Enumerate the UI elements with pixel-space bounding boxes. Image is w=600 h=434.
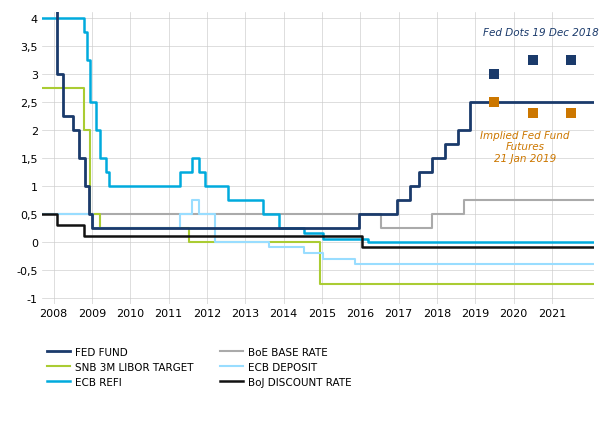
Point — [566, 110, 576, 117]
Point — [566, 57, 576, 64]
Point — [490, 71, 499, 78]
Point — [490, 99, 499, 106]
Legend: FED FUND, SNB 3M LIBOR TARGET, ECB REFI, BoE BASE RATE, ECB DEPOSIT, BoJ DISCOUN: FED FUND, SNB 3M LIBOR TARGET, ECB REFI,… — [47, 347, 352, 387]
Text: Fed Dots 19 Dec 2018: Fed Dots 19 Dec 2018 — [483, 28, 599, 38]
Text: Implied Fed Fund
Futures
21 Jan 2019: Implied Fed Fund Futures 21 Jan 2019 — [480, 131, 570, 164]
Point — [528, 57, 538, 64]
Point — [528, 110, 538, 117]
